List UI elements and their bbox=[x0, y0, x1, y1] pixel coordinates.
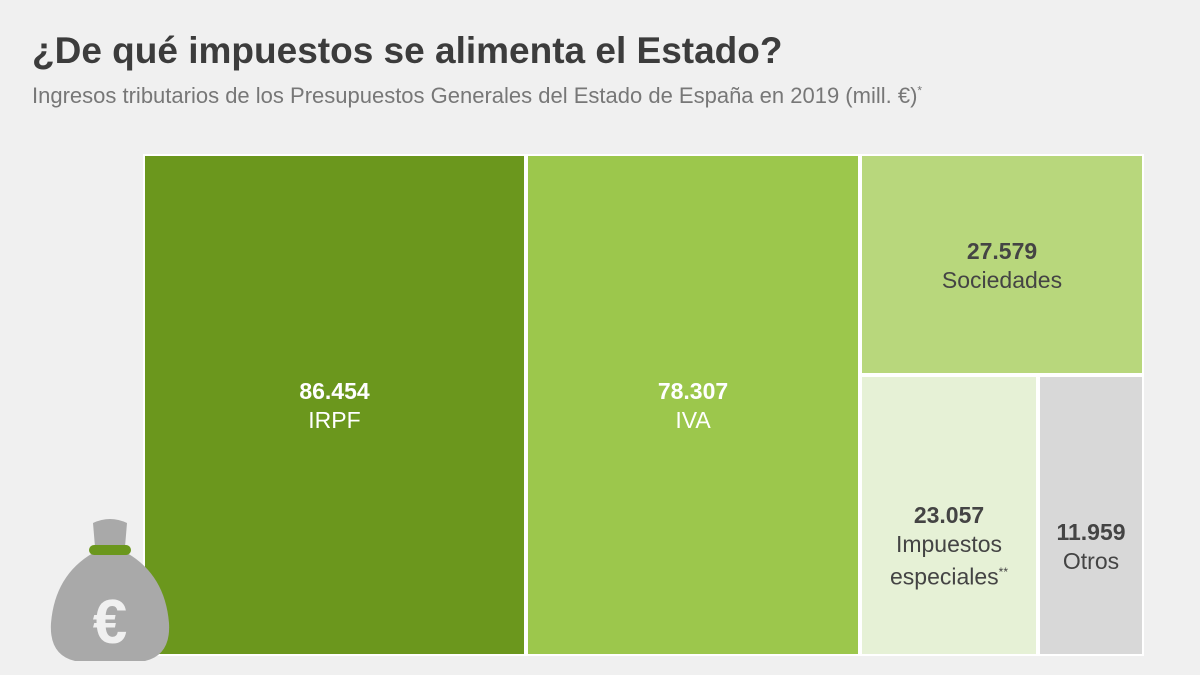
money-bag-euro-icon: € bbox=[50, 519, 170, 661]
tile-value-iva: 78.307 bbox=[657, 378, 729, 404]
subtitle-text: Ingresos tributarios de los Presupuestos… bbox=[32, 83, 918, 108]
chart-subtitle: Ingresos tributarios de los Presupuestos… bbox=[32, 83, 922, 109]
treemap-tile-sociedades: 27.579 Sociedades bbox=[860, 154, 1144, 375]
treemap-tile-irpf: 86.454 IRPF bbox=[143, 154, 526, 656]
treemap-tile-impuestos-especiales: 23.057 Impuestos especiales** bbox=[860, 375, 1038, 656]
tile-label-impuestos-especiales-line2: especiales** bbox=[890, 558, 1008, 591]
tile-label-impuestos-especiales-line1: Impuestos bbox=[895, 531, 1003, 558]
bag-top bbox=[93, 519, 127, 547]
chart-title: ¿De qué impuestos se alimenta el Estado? bbox=[32, 30, 783, 71]
tile-value-irpf: 86.454 bbox=[299, 378, 370, 404]
tile-value-impuestos-especiales: 23.057 bbox=[913, 502, 985, 529]
subtitle-footnote-mark: * bbox=[917, 83, 923, 98]
bag-tie bbox=[89, 545, 131, 555]
tile-label-irpf: IRPF bbox=[308, 407, 361, 433]
treemap-tile-iva: 78.307 IVA bbox=[526, 154, 860, 656]
tile-value-otros: 11.959 bbox=[1056, 518, 1126, 545]
tile-label-sociedades: Sociedades bbox=[941, 266, 1063, 293]
bag-body bbox=[50, 553, 170, 661]
label-especiales: especiales bbox=[889, 563, 999, 590]
tile-label-otros: Otros bbox=[1062, 547, 1120, 574]
label-footnote-mark: ** bbox=[998, 565, 1009, 580]
euro-glyph: € bbox=[93, 588, 127, 657]
treemap-tile-otros: 11.959 Otros bbox=[1038, 375, 1144, 656]
tile-label-iva: IVA bbox=[675, 407, 711, 433]
tile-value-sociedades: 27.579 bbox=[966, 237, 1038, 264]
